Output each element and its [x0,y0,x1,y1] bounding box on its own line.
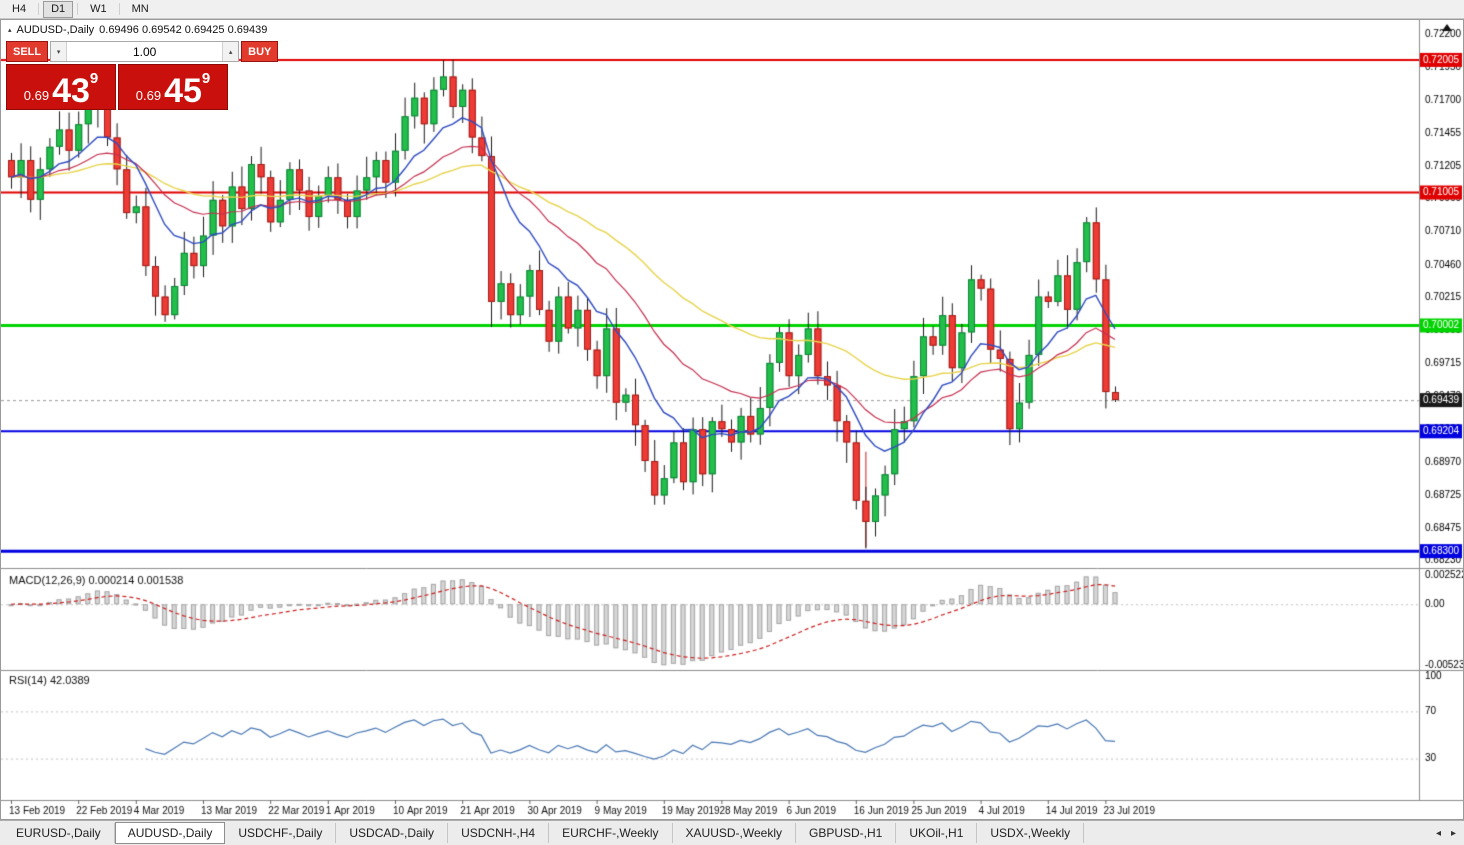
timeframe-mn-button[interactable]: MN [124,1,157,18]
tabs-scroll-left-icon[interactable]: ◂ [1435,827,1441,839]
toolbar-separator [77,3,79,15]
tab-usdchf-daily[interactable]: USDCHF-,Daily [225,823,337,843]
timeframe-d1-button[interactable]: D1 [43,0,74,18]
tab-ukoil-h1[interactable]: UKOil-,H1 [896,823,978,843]
one-click-trading-panel: SELL ▾ ▴ BUY 0.69 43 9 0.69 45 9 [6,41,279,110]
tab-audusd-daily[interactable]: AUDUSD-,Daily [114,822,226,844]
sell-price-big-digits: 43 [52,72,90,111]
sell-price-pip-digit: 9 [89,70,99,87]
sell-price-prefix: 0.69 [23,88,50,103]
chart-ohlc-values: 0.69496 0.69542 0.69425 0.69439 [99,24,268,36]
tab-gbpusd-h1[interactable]: GBPUSD-,H1 [796,823,897,843]
toolbar-separator [38,3,40,15]
chart-canvas[interactable] [1,20,1463,819]
tab-usdcnh-h4[interactable]: USDCNH-,H4 [448,823,550,843]
volume-stepper: ▾ ▴ [50,41,240,62]
buy-price-display[interactable]: 0.69 45 9 [118,64,228,110]
chart-tabbar: EURUSD-,Daily AUDUSD-,Daily USDCHF-,Dail… [0,820,1464,845]
toolbar-separator [118,3,120,15]
tab-eurusd-daily[interactable]: EURUSD-,Daily [3,823,115,843]
chart-symbol-label: AUDUSD-,Daily [16,24,95,36]
symbol-marker-icon: ▴ [8,27,12,34]
buy-price-pip-digit: 9 [201,70,211,87]
timeframe-w1-button[interactable]: W1 [82,1,115,18]
timeframe-h4-button[interactable]: H4 [4,1,34,18]
tabbar-scroll-controls: ◂ ▸ [1436,828,1456,839]
tab-usdcad-daily[interactable]: USDCAD-,Daily [336,823,449,843]
trade-panel-prices-row: 0.69 43 9 0.69 45 9 [6,64,228,110]
volume-input[interactable] [67,42,223,61]
buy-price-big-digits: 45 [164,72,202,111]
volume-decrease-button[interactable]: ▾ [51,42,68,61]
sell-price-display[interactable]: 0.69 43 9 [6,64,116,110]
sell-button[interactable]: SELL [6,41,49,62]
buy-price-prefix: 0.69 [135,88,162,103]
chart-ohlc-info: ▴ AUDUSD-,Daily 0.69496 0.69542 0.69425 … [8,24,267,36]
tab-usdx-weekly[interactable]: USDX-,Weekly [977,823,1085,843]
timeframe-toolbar: H4 D1 W1 MN [0,0,1464,19]
tab-xauusd-weekly[interactable]: XAUUSD-,Weekly [673,823,796,843]
tabs-scroll-right-icon[interactable]: ▸ [1450,827,1456,839]
trade-panel-controls-row: SELL ▾ ▴ BUY [6,41,279,62]
tab-eurchf-weekly[interactable]: EURCHF-,Weekly [549,823,673,843]
buy-button[interactable]: BUY [241,41,279,62]
volume-increase-button[interactable]: ▴ [222,42,239,61]
chart-window: ▴ AUDUSD-,Daily 0.69496 0.69542 0.69425 … [0,19,1464,820]
